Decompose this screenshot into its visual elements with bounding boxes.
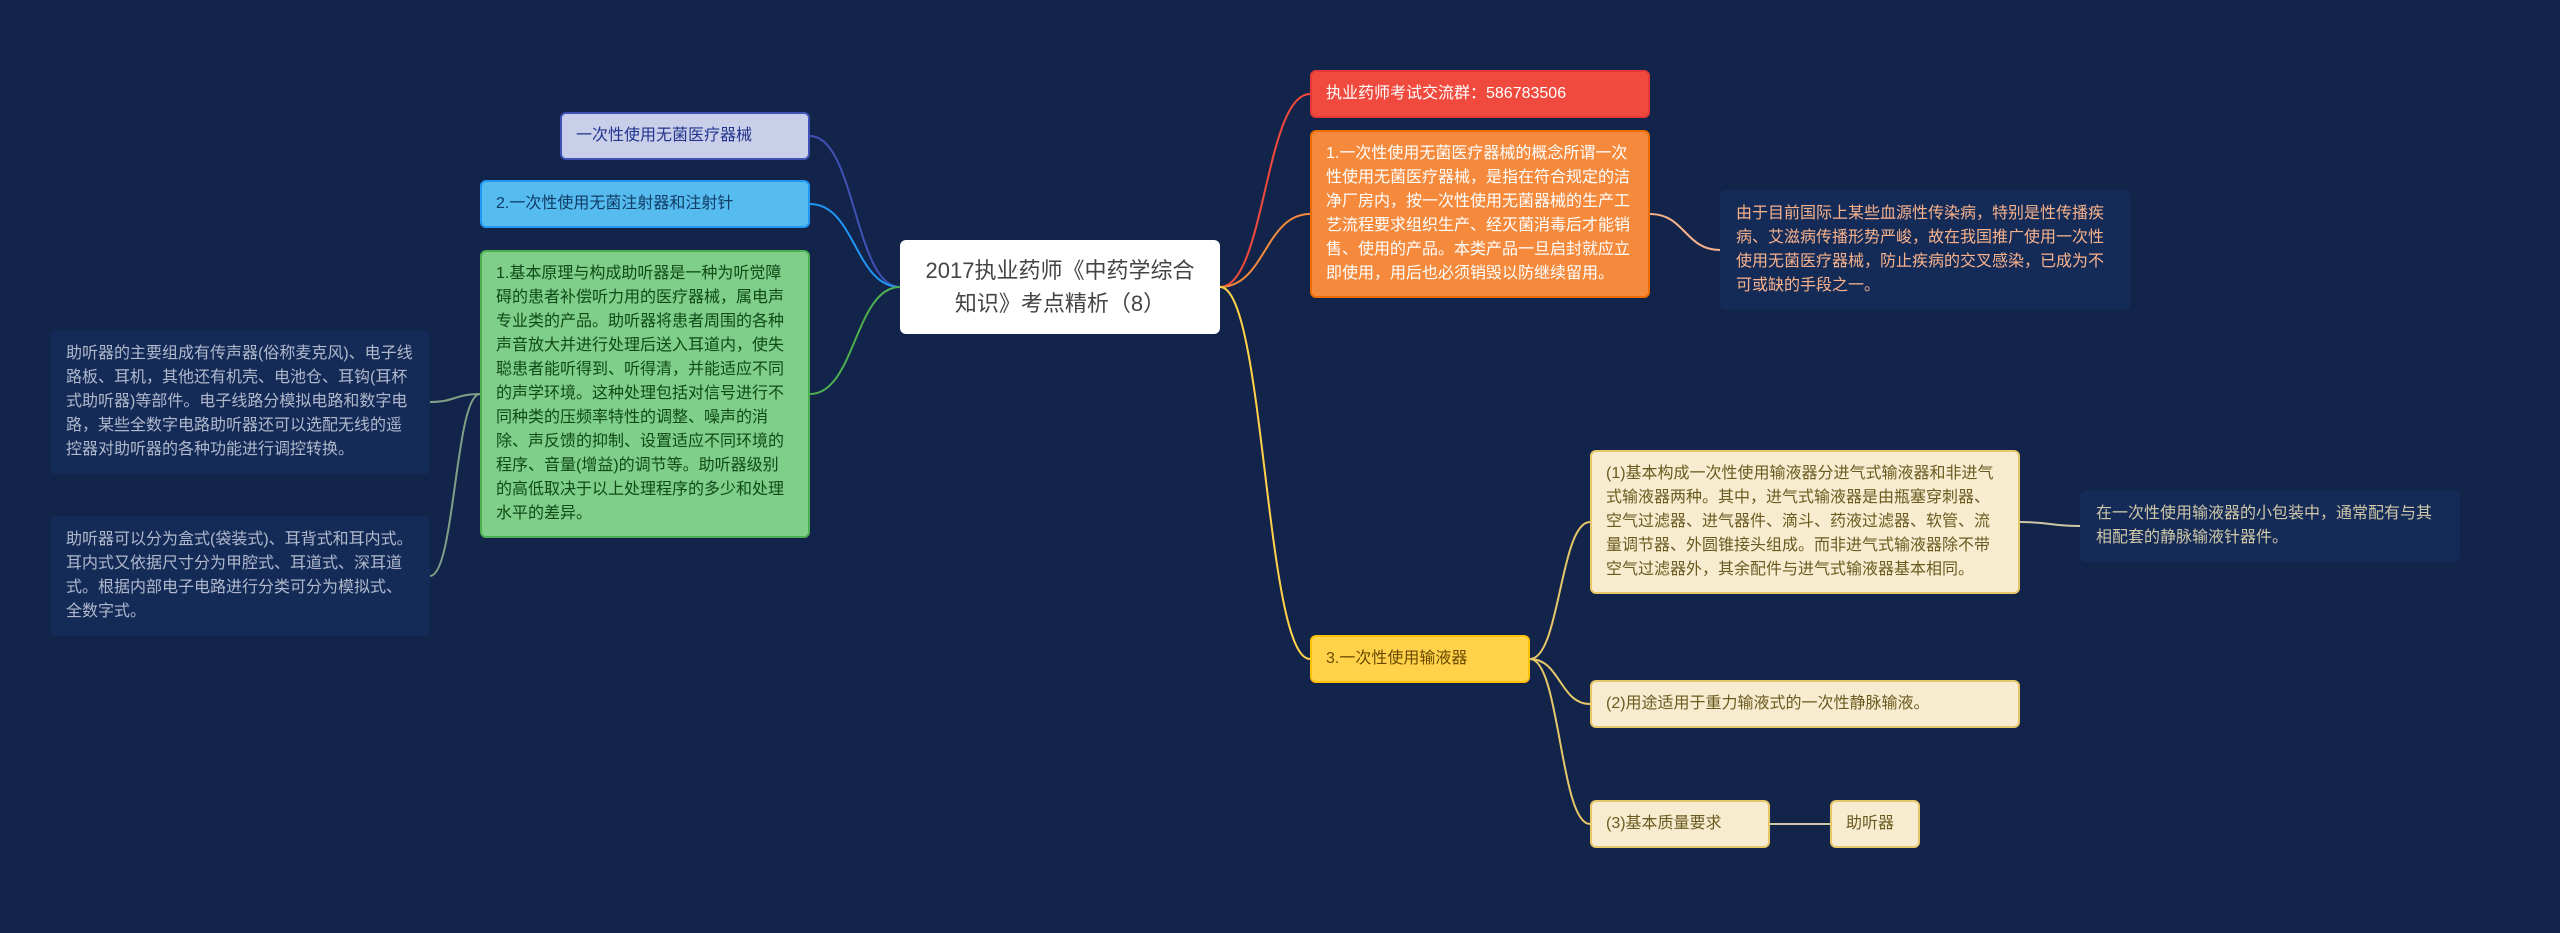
node-infusion-set-composition: (1)基本构成一次性使用输液器分进气式输液器和非进气式输液器两种。其中，进气式输… — [1590, 450, 2020, 594]
node-disposable-syringe: 2.一次性使用无菌注射器和注射针 — [480, 180, 810, 228]
node-hearing-aid-types: 助听器可以分为盒式(袋装式)、耳背式和耳内式。耳内式又依据尺寸分为甲腔式、耳道式… — [50, 516, 430, 636]
node-quality-requirement: (3)基本质量要求 — [1590, 800, 1770, 848]
node-disposable-sterile-device: 一次性使用无菌医疗器械 — [560, 112, 810, 160]
node-hearing-aid-principle: 1.基本原理与构成助听器是一种为听觉障碍的患者补偿听力用的医疗器械，属电声专业类… — [480, 250, 810, 538]
node-disposable-device-concept: 1.一次性使用无菌医疗器械的概念所谓一次性使用无菌医疗器械，是指在符合规定的洁净… — [1310, 130, 1650, 298]
node-hearing-aid-ref: 助听器 — [1830, 800, 1920, 848]
node-infusion-set-package: 在一次性使用输液器的小包装中，通常配有与其相配套的静脉输液针器件。 — [2080, 490, 2460, 562]
node-infusion-set: 3.一次性使用输液器 — [1310, 635, 1530, 683]
node-hearing-aid-components: 助听器的主要组成有传声器(俗称麦克风)、电子线路板、耳机，其他还有机壳、电池仓、… — [50, 330, 430, 474]
node-exam-group: 执业药师考试交流群：586783506 — [1310, 70, 1650, 118]
mindmap-root: 2017执业药师《中药学综合知识》考点精析（8） — [900, 240, 1220, 334]
node-disposable-device-reason: 由于目前国际上某些血源性传染病，特别是性传播疾病、艾滋病传播形势严峻，故在我国推… — [1720, 190, 2130, 310]
node-infusion-set-usage: (2)用途适用于重力输液式的一次性静脉输液。 — [1590, 680, 2020, 728]
